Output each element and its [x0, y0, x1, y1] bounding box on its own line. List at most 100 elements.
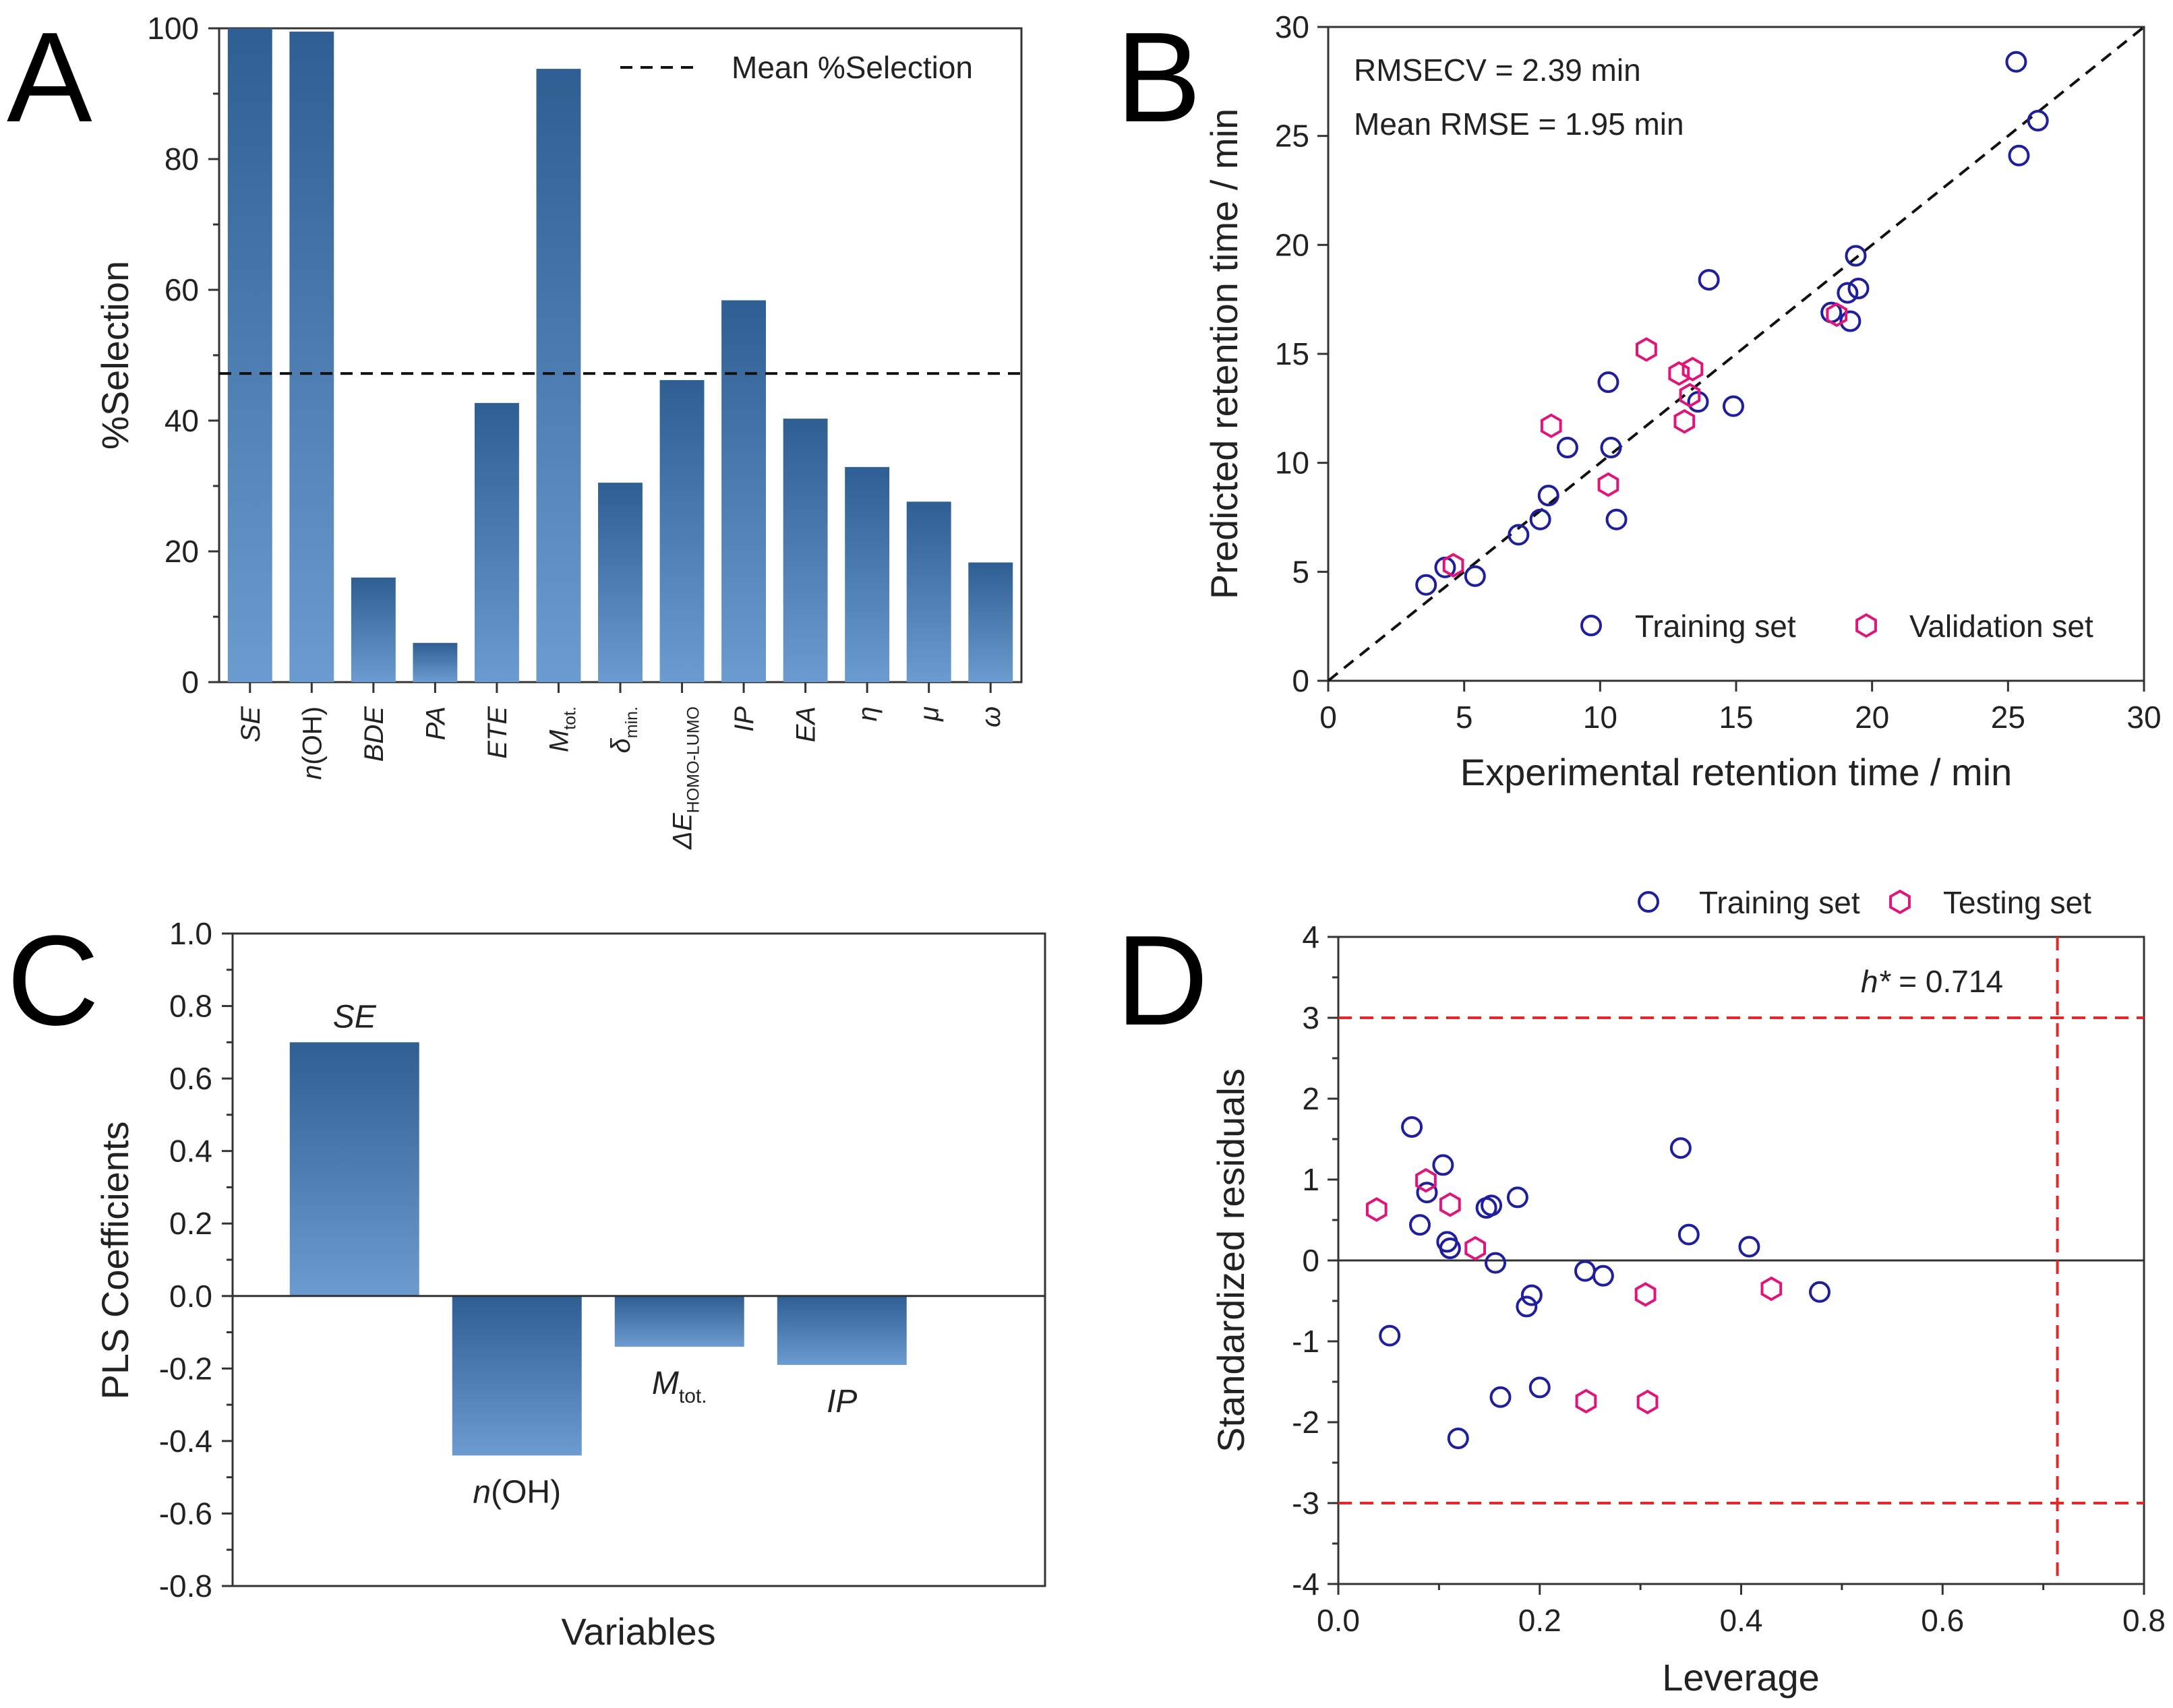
panel-d-training-point	[1516, 1295, 1538, 1318]
panel-d-testing-point	[1575, 1389, 1597, 1414]
panel-c-bar-labels: SE n(OH) Mtot. IP	[333, 999, 858, 1510]
panel-b-letter: B	[1116, 6, 1201, 149]
panel-a-bar	[906, 501, 951, 682]
panel-c-bar-label-tail: (OH)	[491, 1474, 561, 1510]
panel-c-bar	[777, 1295, 907, 1365]
panel-d-training-point	[1401, 1116, 1423, 1138]
panel-d-y-tick-label: 1	[1302, 1162, 1319, 1197]
panel-c-y-title: PLS Coefficients	[94, 1122, 136, 1400]
panel-b-y-tick-label: 25	[1275, 119, 1309, 154]
panel-d-x-tick-label: 0.4	[1720, 1603, 1763, 1638]
panel-c-bar-label: IP	[827, 1384, 857, 1420]
panel-c-y-tick-label: 0.2	[169, 1206, 212, 1241]
panel-d-y-tick-label: 0	[1302, 1243, 1319, 1278]
panel-b-training-point	[1529, 508, 1551, 530]
panel-a-y-tick-label: 20	[165, 534, 199, 569]
panel-d-training-point	[1520, 1284, 1543, 1306]
panel-b-validation-point	[1597, 472, 1619, 497]
panel-d-testing-point	[1636, 1389, 1659, 1415]
panel-a-category-label-sub: HOMO-LUMO	[684, 706, 703, 813]
panel-c-bars	[289, 1042, 907, 1456]
panel-d-testing-point	[1365, 1197, 1388, 1222]
panel-b-validation-point	[1681, 357, 1704, 382]
panel-a-category-label-main: BDE	[359, 706, 389, 762]
panel-a-bar	[474, 402, 519, 682]
panel-a-y-tick-label: 40	[165, 403, 199, 438]
panel-d-points	[1365, 1116, 1831, 1449]
panel-d-x-title: Leverage	[1662, 1656, 1820, 1699]
panel-d-training-point	[1809, 1281, 1831, 1303]
panel-b-x-tick-label: 15	[1719, 700, 1753, 735]
panel-c-y-tick-label: -0.6	[159, 1496, 212, 1531]
panel-d-testing-point	[1634, 1282, 1657, 1307]
panel-d-axes: 0.0 0.2 0.4 0.6 0.8 4 3 2 1 0 -1 -2 -3 -4	[1292, 919, 2166, 1638]
panel-a-letter: A	[7, 6, 92, 149]
panel-a-category-label-main: η	[853, 706, 883, 721]
panel-b-legend-validation: Validation set	[1909, 609, 2093, 644]
panel-a-category-labels: SE n(OH) BDE PA ETE Mtot. δmin. ΔEHOMO-LUMO IP EA…	[236, 706, 1006, 850]
panel-b-training-point	[1839, 310, 1862, 332]
panel-a-bar	[289, 31, 334, 683]
panel-b-training-point	[2005, 51, 2027, 73]
panel-a-category-label: PA	[421, 706, 450, 740]
panel-b-training-point	[1508, 524, 1530, 546]
panel-b-y-tick-label: 0	[1292, 663, 1309, 698]
panel-b-y-tick-label: 10	[1275, 446, 1309, 481]
panel-d-training-point	[1506, 1186, 1528, 1209]
panel-a-category-label-main: δ	[606, 737, 636, 753]
panel-b-training-point	[1847, 278, 1870, 299]
panel-a-y-tick-label: 60	[165, 272, 199, 307]
panel-d-y-tick-label: 4	[1302, 919, 1319, 954]
panel-b-validation-point	[1826, 302, 1848, 328]
panel-d-x-tick-label: 0.2	[1518, 1603, 1561, 1638]
panel-b-x-tick-label: 25	[1991, 700, 2025, 735]
panel-c-x-title: Variables	[561, 1610, 715, 1653]
panel-b-x-tick-label: 30	[2126, 700, 2161, 735]
panel-a-category-label: EA	[792, 706, 821, 742]
panel-a-category-label: δmin.	[606, 706, 641, 753]
panel-b-training-point	[2027, 110, 2049, 132]
panel-a-category-label-main: μ	[915, 706, 945, 722]
panel-a: A 0 20 40 60 80 100 Mean %Selection SE n(OH) BD…	[7, 6, 1023, 850]
panel-b-y-tick-label: 15	[1275, 336, 1309, 371]
panel-a-category-label: ω	[976, 706, 1006, 727]
panel-a-legend-label: Mean %Selection	[732, 50, 973, 85]
panel-c-y-axis: 1.0 0.8 0.6 0.4 0.2 0.0 -0.2 -0.4 -0.6 -0.8	[159, 916, 233, 1604]
panel-a-y-axis: 0 20 40 60 80 100	[147, 11, 219, 700]
panel-a-bar	[536, 69, 581, 682]
panel-c-y-tick-label: 0.8	[169, 989, 212, 1024]
panel-d-training-point	[1592, 1264, 1614, 1287]
panel-b-training-point	[1415, 574, 1437, 596]
panel-b-validation-point	[1679, 383, 1701, 408]
panel-b-training-point	[2008, 144, 2030, 166]
panel-d-x-tick-label: 0.6	[1921, 1603, 1964, 1638]
panel-b-legend-validation-marker	[1855, 613, 1877, 638]
panel-b-legend-training-marker	[1580, 615, 1602, 636]
panel-b-y-tick-label: 5	[1292, 554, 1309, 589]
panel-b-training-point	[1845, 245, 1867, 267]
panel-b-validation-point	[1540, 413, 1562, 439]
panel-b-x-tick-label: 10	[1583, 700, 1617, 735]
panel-b-validation-point	[1442, 553, 1464, 578]
panel-a-category-label-main: ETE	[483, 706, 512, 759]
panel-a-category-label-main: PA	[421, 706, 450, 740]
panel-a-category-label-main: IP	[730, 706, 759, 732]
panel-a-category-label-tail: (OH)	[297, 706, 327, 765]
panel-a-bar	[968, 562, 1013, 682]
panel-b-x-tick-label: 20	[1855, 700, 1889, 735]
panel-a-category-label: IP	[730, 706, 759, 732]
panel-d-training-point	[1489, 1386, 1512, 1408]
panel-d-testing-point	[1760, 1276, 1783, 1302]
panel-c-y-tick-label: 0.4	[169, 1134, 212, 1169]
panel-b-training-point	[1600, 437, 1622, 459]
panel-a-category-label-main: SE	[236, 706, 266, 743]
panel-c-y-tick-label: 1.0	[169, 916, 212, 951]
panel-b-x-tick-label: 0	[1319, 700, 1337, 735]
panel-a-category-label-main: M	[544, 729, 574, 752]
panel-b-identity-line	[1327, 26, 2145, 682]
panel-d-y-tick-label: -2	[1292, 1405, 1319, 1440]
panel-b-y-tick-label: 30	[1275, 9, 1309, 44]
panel-b-y-tick-label: 20	[1275, 227, 1309, 262]
panel-b-training-point	[1556, 437, 1578, 459]
panel-a-bars	[227, 28, 1013, 693]
